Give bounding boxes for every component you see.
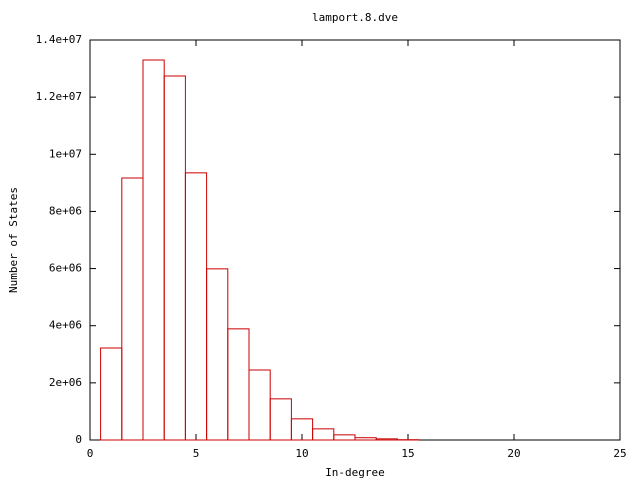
y-tick-label: 4e+06 <box>49 319 82 332</box>
x-tick-label: 20 <box>507 447 520 460</box>
x-tick-label: 5 <box>193 447 200 460</box>
bar <box>312 428 335 441</box>
y-tick-label: 1e+07 <box>49 147 82 160</box>
plot-frame <box>89 39 621 441</box>
bar <box>354 437 377 441</box>
bar <box>121 177 144 441</box>
y-tick-label: 1.2e+07 <box>36 90 82 103</box>
bar <box>227 328 250 441</box>
bar <box>375 438 398 441</box>
bar <box>333 434 356 441</box>
bar <box>184 172 208 441</box>
x-tick-label: 25 <box>613 447 626 460</box>
y-tick-label: 0 <box>75 433 82 446</box>
bar <box>206 268 229 441</box>
y-tick-label: 1.4e+07 <box>36 33 82 46</box>
x-axis-label: In-degree <box>325 466 385 479</box>
bar <box>269 398 292 441</box>
bar <box>163 75 186 441</box>
y-axis-label: Number of States <box>7 187 20 293</box>
bar <box>100 347 123 441</box>
x-tick-label: 10 <box>295 447 308 460</box>
y-tick-label: 2e+06 <box>49 376 82 389</box>
bar <box>248 369 271 441</box>
y-tick-label: 6e+06 <box>49 262 82 275</box>
x-tick-label: 0 <box>87 447 94 460</box>
x-tick-label: 15 <box>401 447 414 460</box>
bar <box>142 59 165 441</box>
y-tick-label: 8e+06 <box>49 204 82 217</box>
chart-title: lamport.8.dve <box>312 11 398 24</box>
